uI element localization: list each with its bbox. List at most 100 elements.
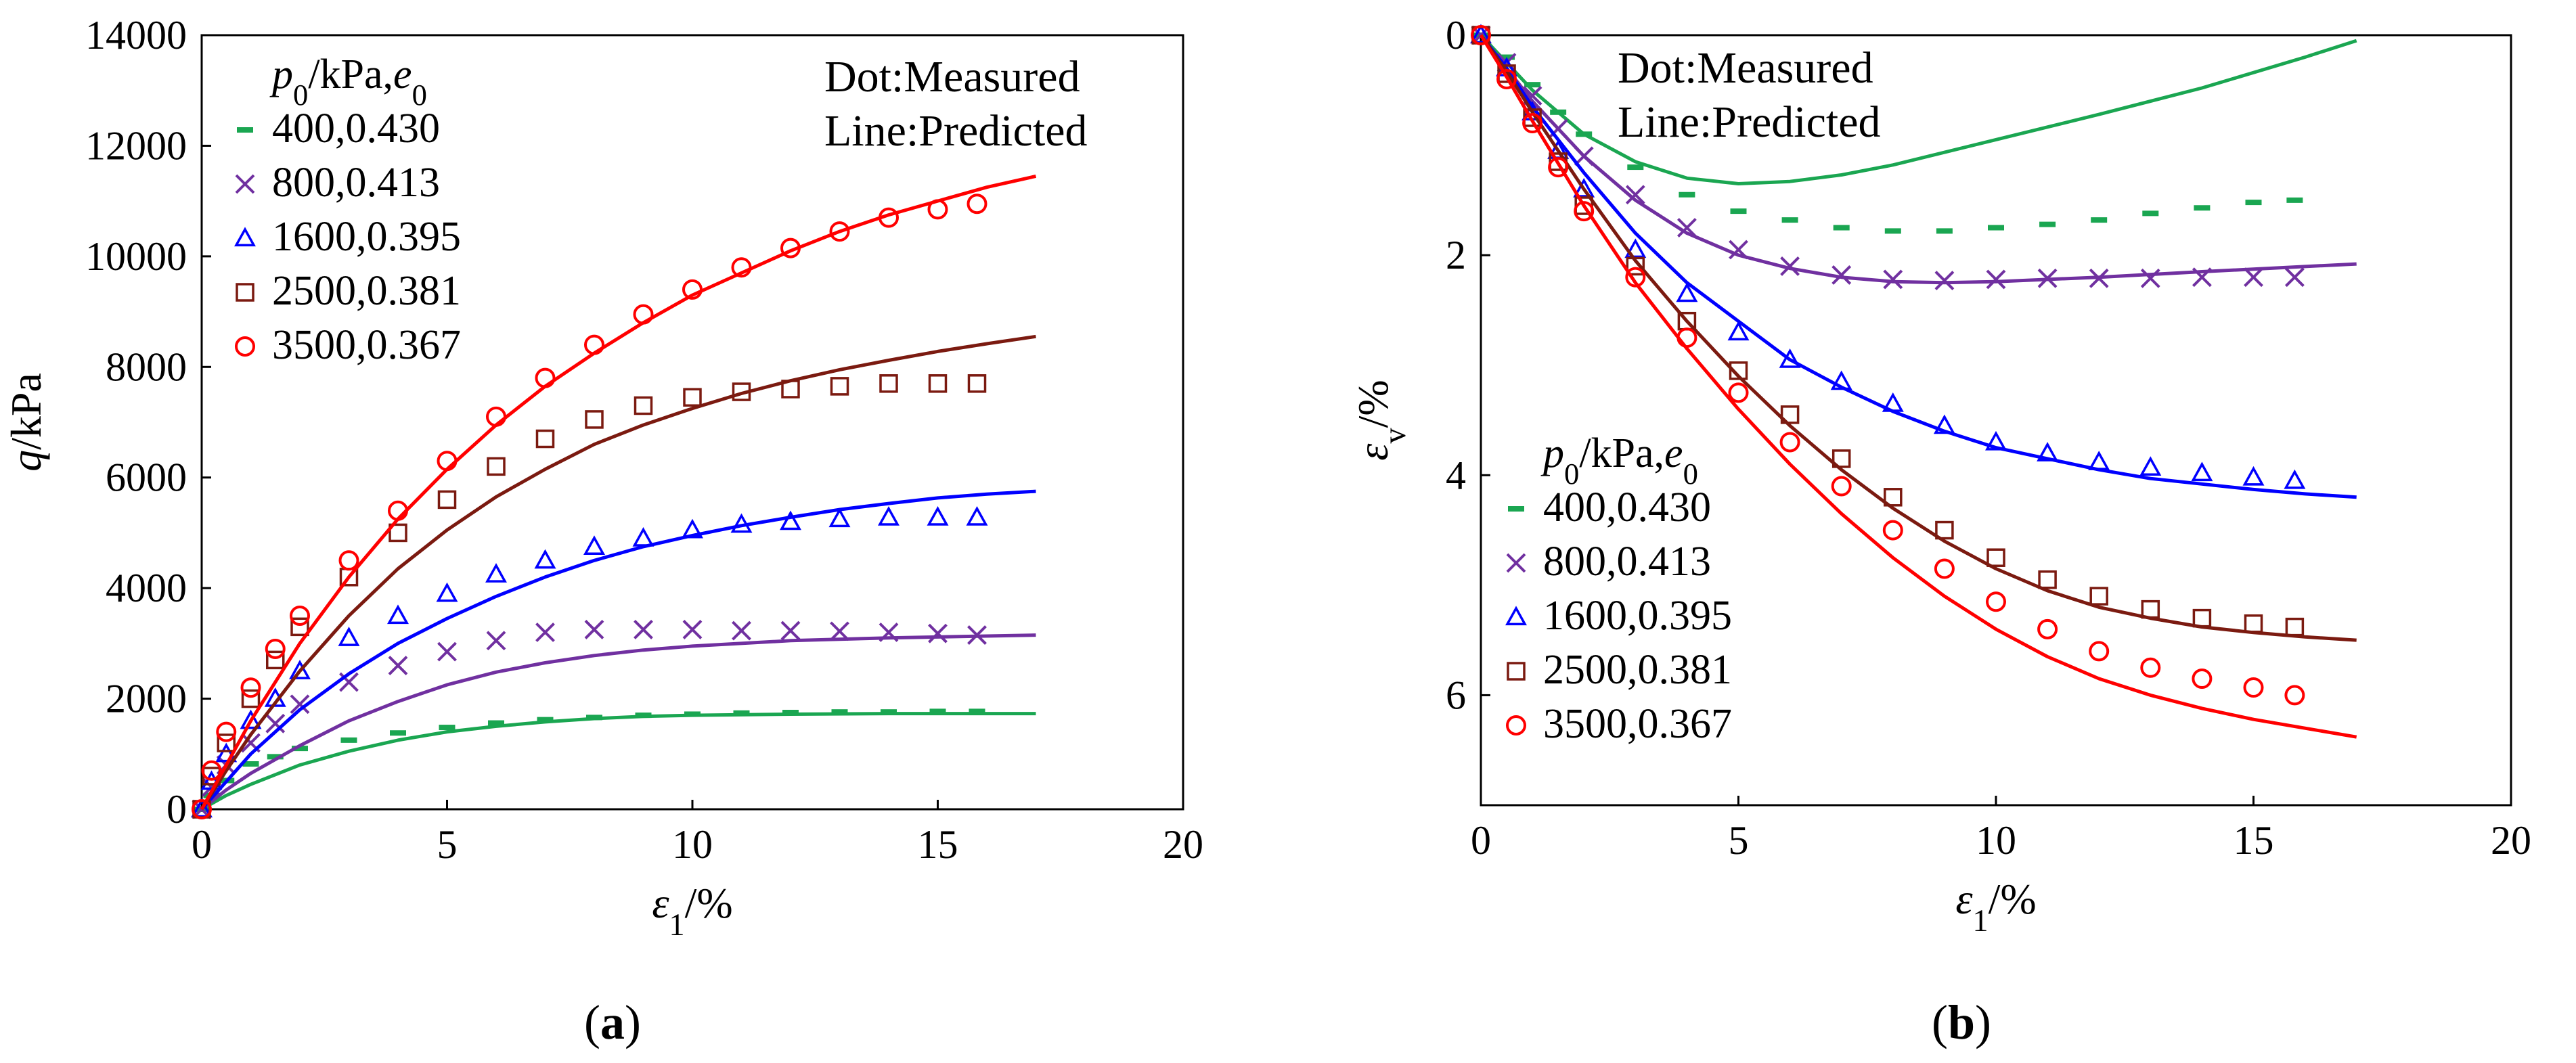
x-tick-label: 0: [192, 822, 212, 867]
measured-point: [682, 518, 703, 539]
measured-point: [439, 725, 456, 731]
measured-point: [2038, 570, 2057, 589]
measured-point: [387, 604, 409, 625]
measured-point: [2037, 442, 2059, 461]
measured-point: [585, 410, 604, 429]
legend-entry: 800,0.413: [272, 160, 440, 206]
measured-point: [1884, 488, 1903, 507]
measured-point: [635, 713, 652, 719]
legend-entry: 2500,0.381: [1543, 647, 1732, 693]
measured-point: [437, 641, 457, 662]
measured-point: [1522, 113, 1543, 134]
measured-point: [1676, 327, 1697, 348]
measured-point: [388, 523, 407, 543]
measured-point: [2140, 268, 2160, 288]
y-axis-label: q/kPa: [2, 373, 50, 472]
measured-point: [486, 631, 506, 651]
measured-point: [1676, 218, 1697, 238]
measured-point: [437, 451, 458, 472]
measured-point: [2139, 456, 2162, 476]
measured-point: [632, 526, 654, 547]
legend-entry: 1600,0.395: [272, 214, 461, 260]
measured-point: [388, 656, 408, 675]
predicted-line-1600,0.395: [200, 489, 1036, 811]
measured-point: [340, 737, 357, 743]
x-tick-label: 0: [1471, 818, 1491, 863]
measured-point: [967, 374, 987, 393]
predicted-line-3500,0.367: [1479, 34, 2357, 739]
measured-point: [2037, 618, 2058, 639]
legend-entry: 800,0.413: [1543, 539, 1711, 585]
measured-point: [829, 221, 850, 242]
measured-point: [1935, 520, 1954, 540]
measured-point: [879, 623, 899, 642]
measured-point: [929, 708, 946, 715]
measured-point: [1626, 256, 1645, 276]
predicted-line-400,0.430: [200, 712, 1036, 811]
y-tick-label: 0: [166, 787, 187, 832]
measured-point: [1727, 321, 1750, 341]
measured-point: [267, 754, 284, 760]
legend-marker: [1507, 662, 1526, 681]
legend-marker: [237, 127, 253, 133]
y-tick-label: 4000: [106, 566, 187, 610]
measured-point: [1625, 185, 1645, 205]
annotation-text: Line:Predicted: [824, 106, 1088, 156]
measured-point: [1679, 191, 1695, 198]
measured-point: [1573, 177, 1595, 198]
legend-marker: [235, 336, 255, 357]
measured-point: [1779, 432, 1800, 453]
measured-point: [240, 709, 262, 729]
measured-point: [2089, 268, 2109, 288]
measured-point: [879, 374, 898, 393]
y-tick-label: 4: [1446, 453, 1466, 497]
measured-point: [586, 715, 602, 721]
measured-point: [928, 374, 948, 393]
measured-point: [733, 710, 750, 716]
measured-point: [266, 650, 285, 670]
measured-point: [2088, 451, 2110, 470]
measured-point: [265, 713, 286, 733]
measured-point: [2285, 617, 2305, 637]
measured-point: [2141, 600, 2160, 619]
y-tick-label: 12000: [85, 123, 187, 168]
measured-point: [682, 620, 703, 639]
measured-point: [338, 627, 360, 646]
measured-point: [390, 730, 406, 736]
measured-point: [265, 639, 286, 660]
measured-point: [1496, 69, 1517, 90]
predicted-line-1600,0.395: [1480, 34, 2357, 499]
measured-point: [1986, 548, 2005, 567]
legend-entry: 3500,0.367: [1543, 701, 1732, 747]
measured-point: [927, 199, 948, 220]
measured-point: [1884, 228, 1901, 234]
measured-point: [2142, 210, 2159, 217]
measured-point: [780, 620, 801, 641]
measured-point: [682, 279, 703, 300]
predicted-line-800,0.413: [200, 633, 1036, 811]
measured-point: [241, 689, 261, 708]
annotation-text: Line:Predicted: [1618, 97, 1881, 147]
legend-marker: [1505, 606, 1527, 626]
legend-marker: [1506, 715, 1526, 736]
measured-point: [1779, 348, 1801, 368]
measured-point: [1988, 225, 2004, 231]
measured-point: [2286, 197, 2303, 203]
measured-point: [732, 382, 751, 401]
measured-point: [1936, 228, 1953, 234]
measured-point: [1548, 157, 1569, 178]
measured-point: [683, 388, 702, 407]
measured-point: [967, 194, 987, 214]
measured-point: [2245, 200, 2262, 206]
measured-point: [684, 711, 701, 717]
x-axis-label: ε1/%: [1955, 875, 2036, 938]
measured-point: [1831, 449, 1851, 468]
measured-point: [1986, 269, 2006, 290]
measured-point: [2244, 614, 2263, 633]
legend-entry: 400,0.430: [272, 106, 440, 152]
measured-point: [828, 507, 851, 528]
x-axis-label: ε1/%: [652, 879, 732, 942]
legend-marker: [235, 174, 255, 194]
x-tick-label: 10: [1976, 818, 2016, 863]
measured-point: [2089, 587, 2108, 606]
